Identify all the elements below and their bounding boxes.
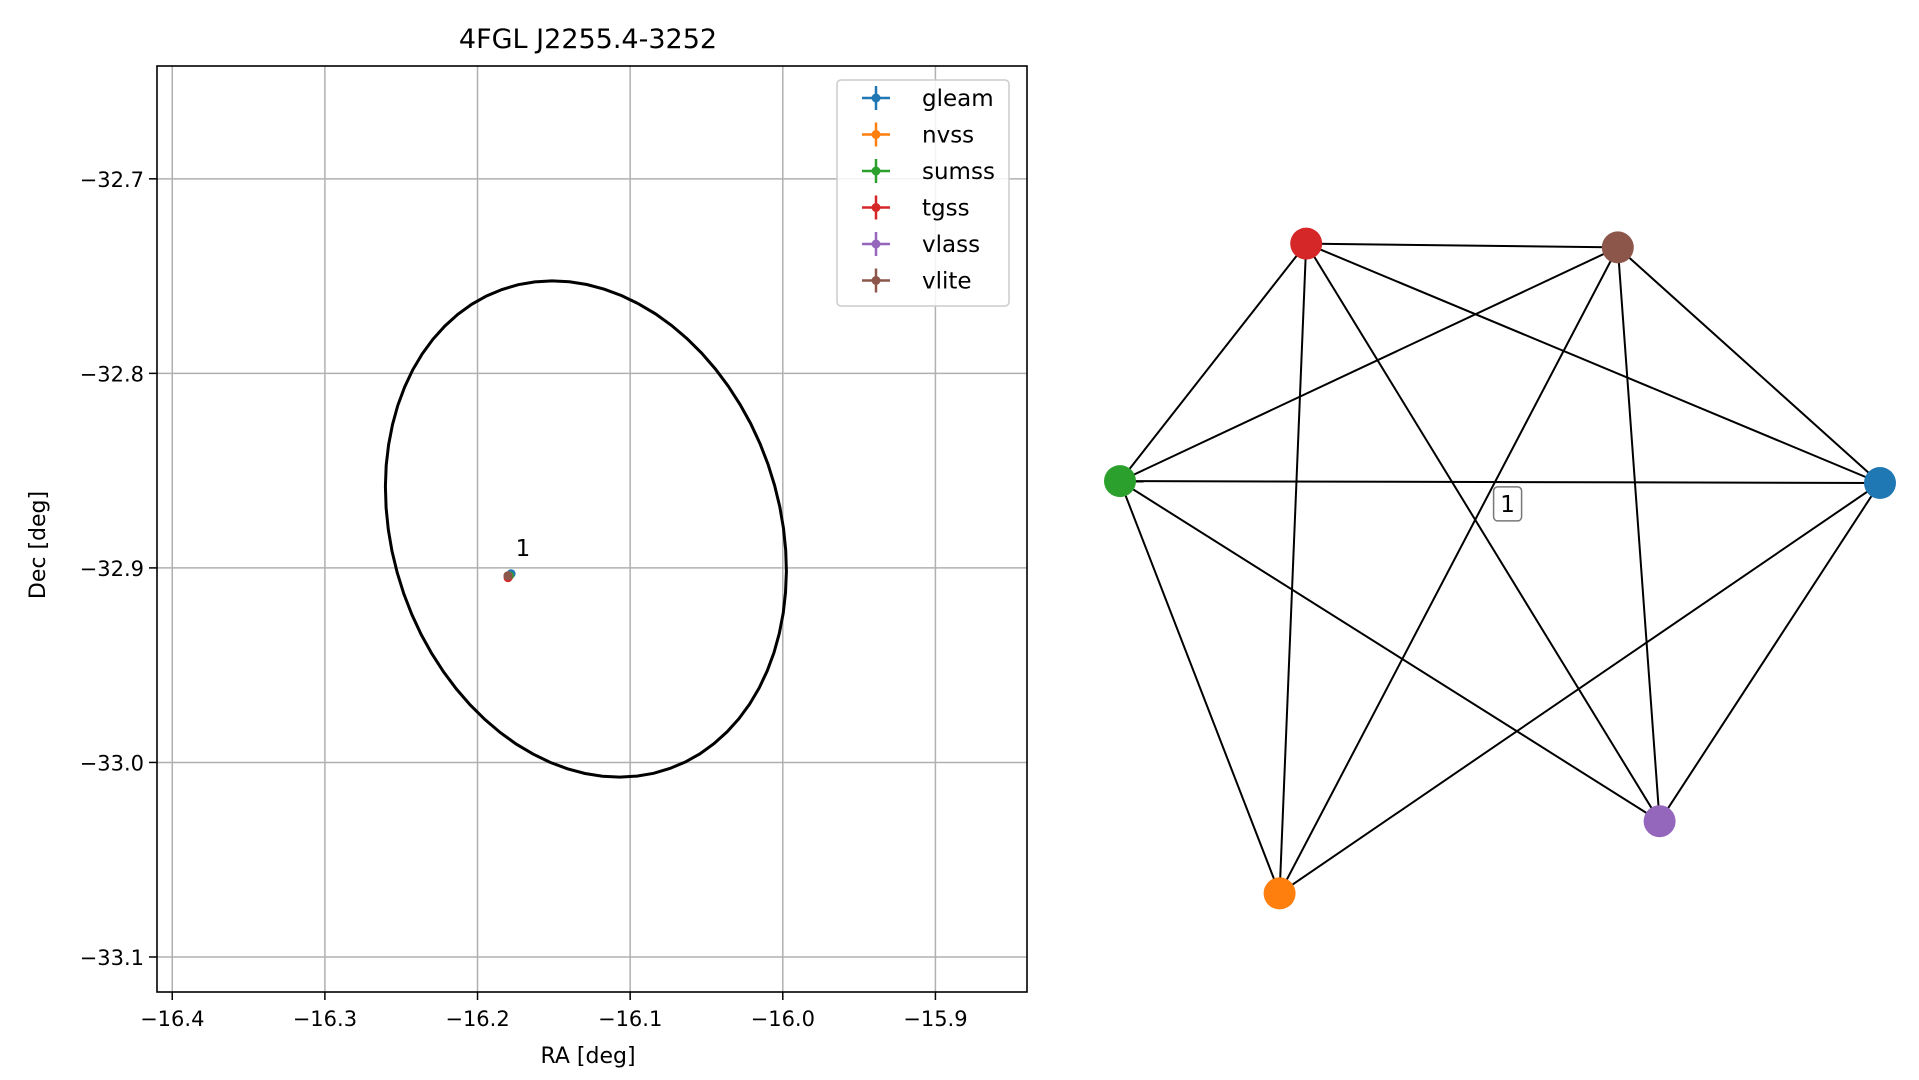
error-ellipse	[383, 279, 788, 779]
edge-gleam-sumss	[1119, 480, 1881, 484]
axes-frame	[156, 65, 1028, 993]
x-ticks: −16.4 −16.3 −16.2 −16.1 −16.0 −15.9	[140, 992, 968, 1031]
scatter-panel: 1 −16.4 −16.3 −16.2 −16.1 −16.0 −15.9 −32.7−3…	[26, 24, 1028, 1069]
node-vlite	[1601, 231, 1634, 264]
legend-item-vlass: vlass	[862, 232, 980, 258]
edge-sumss-nvss	[1119, 480, 1281, 894]
chart-title: 4FGL J2255.4-3252	[459, 24, 717, 55]
legend-label: vlass	[922, 232, 980, 258]
legend-label: vlite	[922, 269, 972, 295]
edge-gleam-nvss	[1279, 482, 1881, 895]
y-tick-label: −33.1	[80, 946, 144, 970]
legend-item-vlite: vlite	[862, 268, 972, 295]
legend-label: tgss	[922, 196, 970, 222]
y-tick-label: −33.0	[80, 751, 144, 775]
node-sumss	[1104, 465, 1136, 498]
edge-tgss-vlass	[1305, 243, 1661, 822]
edge-label: 1	[1492, 486, 1523, 522]
node-vlass	[1643, 805, 1676, 838]
x-tick-label: −16.0	[751, 1007, 815, 1031]
x-tick-label: −16.4	[140, 1007, 204, 1031]
legend-item-gleam: gleam	[862, 86, 994, 112]
node-gleam	[1864, 467, 1896, 499]
point-vlite	[503, 571, 513, 581]
edge-tgss-sumss	[1119, 242, 1307, 482]
edge-vlite-nvss	[1278, 246, 1619, 894]
network-panel: 1	[1104, 227, 1896, 910]
edge-sumss-vlass	[1119, 480, 1661, 823]
edge-vlite-vlass	[1616, 247, 1661, 822]
y-tick-label: −32.7	[80, 168, 144, 192]
edge-gleam-vlass	[1658, 482, 1881, 822]
x-tick-label: −16.2	[445, 1007, 509, 1031]
network-nodes	[1104, 227, 1896, 910]
legend-label: sumss	[922, 159, 995, 185]
edge-label-box	[1492, 486, 1523, 522]
legend-item-nvss: nvss	[862, 122, 974, 149]
x-axis-label: RA [deg]	[540, 1044, 635, 1069]
network-edges	[1119, 242, 1881, 895]
x-tick-label: −16.1	[598, 1007, 662, 1031]
legend-item-tgss: tgss	[862, 195, 970, 222]
edge-gleam-vlite	[1617, 246, 1881, 484]
data-points	[503, 569, 516, 583]
edge-tgss-vlite	[1306, 242, 1618, 249]
edge-gleam-tgss	[1305, 242, 1881, 484]
node-tgss	[1290, 227, 1323, 260]
x-tick-label: −15.9	[903, 1007, 967, 1031]
legend-label: gleam	[922, 86, 994, 112]
y-axis-label: Dec [deg]	[26, 491, 51, 599]
x-tick-label: −16.3	[293, 1007, 357, 1031]
node-nvss	[1263, 877, 1296, 910]
legend-label: nvss	[922, 123, 974, 149]
y-tick-label: −32.9	[80, 557, 144, 581]
edge-tgss-nvss	[1278, 243, 1308, 894]
edge-label-text: 1	[1500, 492, 1515, 518]
y-ticks: −32.7 −32.8 −32.9 −33.0 −33.1	[80, 168, 157, 970]
edge-vlite-sumss	[1119, 246, 1619, 483]
legend-item-sumss: sumss	[862, 159, 995, 185]
y-tick-label: −32.8	[80, 362, 144, 386]
legend: gleam nvss sumss tgss vlass vlite	[836, 79, 1010, 307]
point-annotation: 1	[516, 536, 531, 562]
